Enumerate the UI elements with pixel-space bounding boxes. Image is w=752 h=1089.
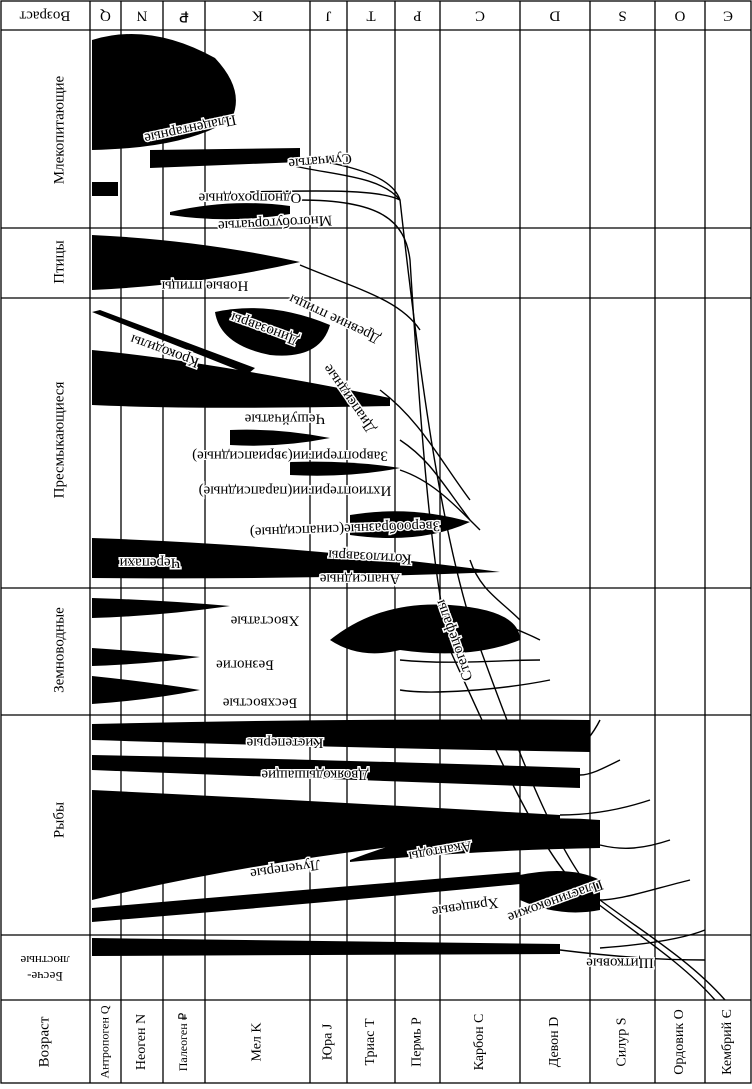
taxon-label: Хрящевые bbox=[430, 894, 499, 919]
period-letter: N bbox=[136, 8, 147, 24]
period-letter: J bbox=[325, 8, 331, 24]
period-name: Антропоген Q bbox=[97, 1005, 111, 1078]
phylogeny bbox=[92, 34, 726, 1001]
group-label: Птицы bbox=[51, 240, 67, 284]
taxon-label: Завроптеригии(эвриапсидные) bbox=[192, 448, 388, 464]
period-name: Пермь P bbox=[410, 1017, 425, 1067]
age-label-top: Возраст bbox=[19, 8, 70, 24]
period-letter: P bbox=[413, 8, 421, 24]
taxon-label: Чешуйчатые bbox=[244, 411, 325, 427]
group-label: Бесче-люстные bbox=[20, 953, 69, 984]
period-name: Кембрий Є bbox=[720, 1009, 735, 1075]
period-name: Силур S bbox=[615, 1017, 630, 1066]
period-name: Неоген N bbox=[134, 1014, 149, 1070]
taxon-label: Анапсидные bbox=[319, 571, 400, 587]
period-name: Девон D bbox=[547, 1017, 562, 1068]
taxon-label: Бесхвостые bbox=[222, 695, 297, 711]
period-letter: ₽ bbox=[179, 8, 189, 24]
period-name: Палеоген ₽ bbox=[176, 1012, 190, 1071]
period-name: Ордовик O bbox=[672, 1009, 687, 1075]
period-name: Юра J bbox=[321, 1023, 336, 1060]
period-name: Мел K bbox=[250, 1022, 265, 1061]
period-letter: K bbox=[252, 8, 263, 24]
taxon-label: Новые птицы bbox=[162, 278, 249, 294]
period-letter: C bbox=[475, 8, 485, 24]
period-letter: D bbox=[549, 8, 560, 24]
taxon-label: Черепахи bbox=[120, 555, 181, 571]
age-label-bottom: Возраст bbox=[36, 1016, 52, 1067]
taxon-label: Щитковые bbox=[586, 955, 654, 971]
taxon-label: Котилозавры bbox=[328, 546, 412, 566]
group-label: Рыбы bbox=[51, 802, 67, 838]
period-name: Карбон C bbox=[472, 1014, 487, 1071]
group-label: Млекопитающие bbox=[51, 75, 67, 184]
period-letter: T bbox=[366, 8, 375, 24]
group-label: Пресмыкающиеся bbox=[51, 382, 67, 499]
group-label: Земноводные bbox=[51, 607, 67, 693]
taxon-label: Хвостатые bbox=[230, 613, 299, 629]
taxon-label: Однопроходные bbox=[198, 190, 301, 206]
taxon-label: Безногие bbox=[216, 657, 274, 673]
taxon-label: Сумчатые bbox=[287, 150, 352, 172]
period-letter: S bbox=[618, 8, 626, 24]
taxon-label: Двоякодышащие bbox=[261, 767, 368, 783]
period-letter: Є bbox=[723, 8, 733, 24]
taxon-label: Ихтиоптеригии(парапсидные) bbox=[199, 483, 392, 499]
period-letter: Q bbox=[100, 8, 111, 24]
taxon-label: Кистеперые bbox=[246, 735, 323, 751]
period-name: Триас T bbox=[363, 1018, 378, 1065]
period-letter: O bbox=[674, 8, 685, 24]
